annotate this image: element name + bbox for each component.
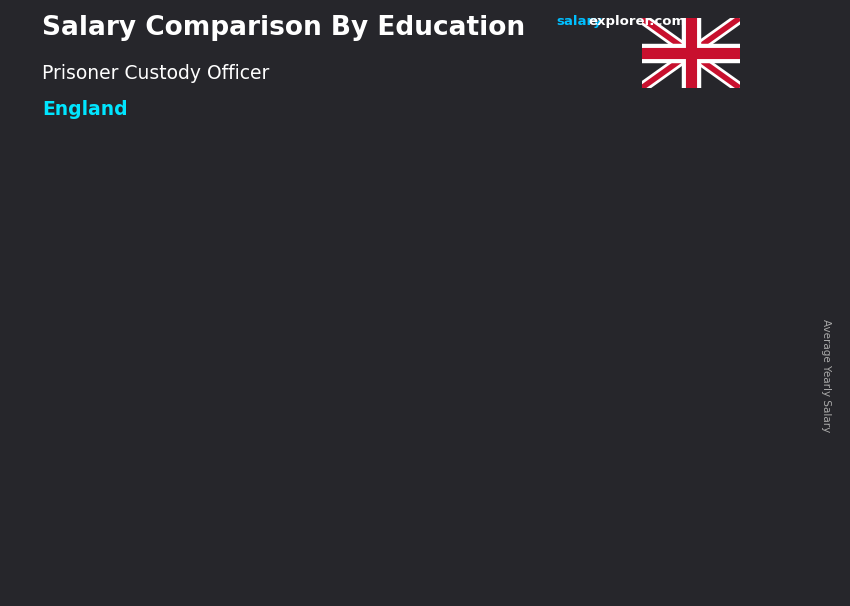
Polygon shape xyxy=(170,374,334,558)
Polygon shape xyxy=(334,364,353,558)
Text: 37,900 GBP: 37,900 GBP xyxy=(163,344,280,362)
Polygon shape xyxy=(170,364,353,374)
Text: salary: salary xyxy=(557,15,603,28)
Text: explorer.com: explorer.com xyxy=(588,15,685,28)
Text: England: England xyxy=(42,100,128,119)
Polygon shape xyxy=(499,248,663,558)
Polygon shape xyxy=(499,231,682,248)
Text: 63,700 GBP: 63,700 GBP xyxy=(635,219,752,236)
Text: Certificate or Diploma: Certificate or Diploma xyxy=(478,579,684,598)
Text: Prisoner Custody Officer: Prisoner Custody Officer xyxy=(42,64,269,82)
Text: +68%: +68% xyxy=(348,188,456,222)
Polygon shape xyxy=(663,231,682,558)
Text: High School: High School xyxy=(196,579,308,598)
Text: Average Yearly Salary: Average Yearly Salary xyxy=(821,319,831,432)
Text: Salary Comparison By Education: Salary Comparison By Education xyxy=(42,15,525,41)
